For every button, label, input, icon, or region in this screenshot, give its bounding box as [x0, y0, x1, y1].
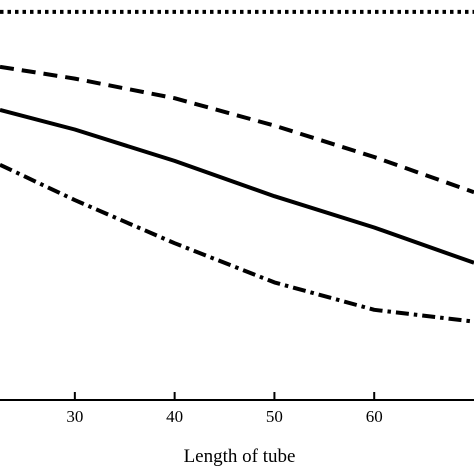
x-tick-label: 30 [66, 407, 83, 426]
x-tick-label: 40 [166, 407, 183, 426]
x-axis-ticks: 30 40 50 60 [66, 392, 383, 426]
series-line-dash-dot [0, 162, 474, 324]
x-tick-label: 50 [266, 407, 283, 426]
x-axis-title: Length of tube [184, 446, 296, 467]
series-line-solid [0, 107, 474, 265]
x-tick-label: 60 [366, 407, 383, 426]
series-line-dashed [0, 64, 474, 195]
plot-area [0, 9, 474, 324]
